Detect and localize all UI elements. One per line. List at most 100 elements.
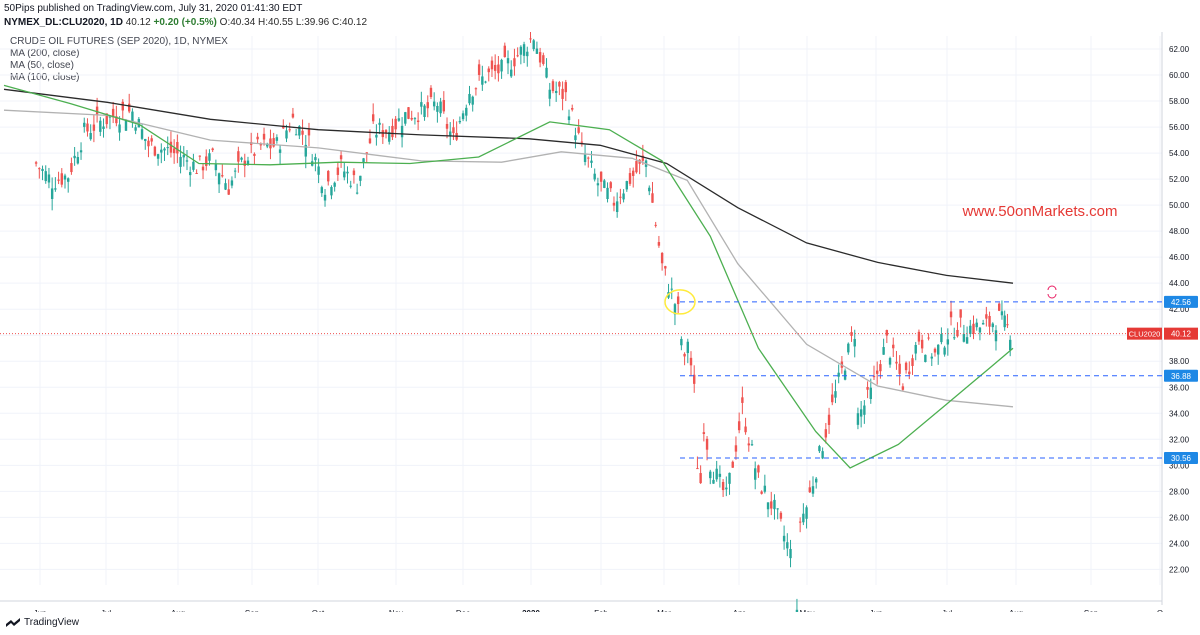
candle-body — [901, 386, 905, 390]
candle-body — [635, 161, 638, 173]
candle-body — [782, 535, 786, 542]
candle-body — [144, 138, 147, 141]
candle-body — [153, 146, 157, 156]
candle-body — [278, 149, 282, 153]
candle-body — [95, 106, 99, 116]
candle-body — [593, 173, 596, 180]
refresh-icon — [1047, 285, 1057, 299]
candle-body — [930, 356, 933, 359]
candle-body — [410, 117, 413, 120]
x-tick-label: Jul — [942, 609, 952, 612]
y-tick-label: 44.00 — [1169, 279, 1190, 288]
candle-body — [291, 113, 295, 118]
candle-body — [924, 354, 927, 363]
candle-body — [458, 120, 462, 123]
candle-body — [355, 192, 359, 194]
symbol-line: NYMEX_DL:CLU2020, 1D 40.12 +0.20 (+0.5%)… — [4, 16, 367, 30]
candle-body — [850, 332, 853, 336]
candle-body — [718, 473, 722, 477]
candle-body — [227, 189, 230, 195]
candle-body — [54, 188, 57, 190]
candle-body — [121, 101, 124, 111]
candle-body — [481, 76, 484, 85]
candle-body — [599, 171, 603, 182]
candle-body — [436, 105, 439, 112]
candle-body — [172, 148, 176, 154]
y-tick-label: 38.00 — [1169, 357, 1190, 366]
candle-body — [715, 468, 718, 480]
candle-body — [603, 180, 606, 188]
candle-body — [574, 135, 577, 141]
candle-body — [619, 196, 622, 198]
last-price-symbol: CLU2020 — [1129, 330, 1161, 339]
hline-price-label: 30.56 — [1171, 454, 1192, 463]
y-tick-label: 54.00 — [1169, 149, 1190, 158]
candle-body — [689, 357, 693, 366]
candle-body — [314, 157, 317, 161]
x-tick-label: Aug — [1009, 609, 1023, 612]
candle-body — [465, 107, 468, 116]
candle-body — [876, 370, 879, 374]
x-tick-label: 2020 — [522, 609, 540, 612]
y-tick-label: 22.00 — [1169, 565, 1190, 574]
x-tick-label: Aug — [171, 609, 185, 612]
candle-body — [696, 468, 699, 470]
price-chart[interactable]: 22.00 24.00 26.00 28.00 30.00 32.00 34.00 36.00… — [0, 32, 1200, 612]
candle-body — [449, 131, 452, 137]
candle-body — [587, 157, 590, 159]
candle-body — [683, 353, 686, 357]
candle-body — [622, 193, 625, 200]
y-tick-label: 28.00 — [1169, 487, 1190, 496]
candle-body — [176, 141, 179, 154]
legend-ma200[interactable]: MA (200, close) — [10, 48, 80, 59]
candle-body — [179, 156, 182, 167]
candle-body — [821, 451, 824, 459]
candle-body — [737, 421, 741, 431]
candle-body — [680, 338, 683, 346]
candle-body — [542, 55, 545, 64]
candle-body — [969, 325, 972, 334]
candle-body — [705, 438, 709, 450]
candle-body — [343, 171, 346, 178]
candle-body — [163, 148, 166, 151]
candle-body — [567, 116, 571, 121]
candle-body — [657, 242, 661, 246]
candle-body — [47, 174, 51, 183]
candle-body — [664, 266, 667, 269]
candle-body — [221, 175, 224, 177]
ma100-line — [3, 109, 1014, 408]
candle-body — [188, 172, 192, 176]
candle-body — [754, 468, 757, 480]
candle-body — [882, 347, 885, 355]
candle-body — [301, 130, 304, 135]
candle-body — [978, 327, 982, 333]
ma50-line — [3, 84, 1014, 469]
candle-body — [160, 149, 163, 153]
symbol: NYMEX_DL:CLU2020, 1D — [4, 17, 123, 28]
candle-body — [108, 116, 112, 118]
legend-ma50[interactable]: MA (50, close) — [10, 60, 74, 71]
candle-body — [632, 170, 635, 176]
candle-body — [795, 609, 799, 612]
x-tick-label: Sep — [1084, 609, 1099, 612]
watermark-text: www.50onMarkets.com — [961, 203, 1117, 220]
candle-body — [359, 175, 362, 181]
candle-body — [1008, 339, 1012, 351]
candle-body — [195, 172, 198, 174]
candle-body — [808, 487, 811, 493]
candle-body — [282, 125, 285, 129]
candle-body — [304, 144, 307, 157]
candle-body — [86, 123, 89, 132]
legend-ma100[interactable]: MA (100, close) — [10, 72, 80, 83]
candle-body — [805, 507, 808, 519]
candle-body — [371, 114, 375, 122]
candle-body — [994, 330, 998, 342]
candle-body — [660, 252, 664, 264]
tradingview-logo[interactable]: TradingView — [6, 617, 79, 628]
candle-body — [352, 170, 356, 176]
candle-body — [673, 304, 677, 315]
candle-body — [744, 426, 747, 433]
last-price-tag — [1164, 327, 1198, 340]
candle-body — [760, 491, 763, 494]
candle-body — [413, 118, 417, 120]
